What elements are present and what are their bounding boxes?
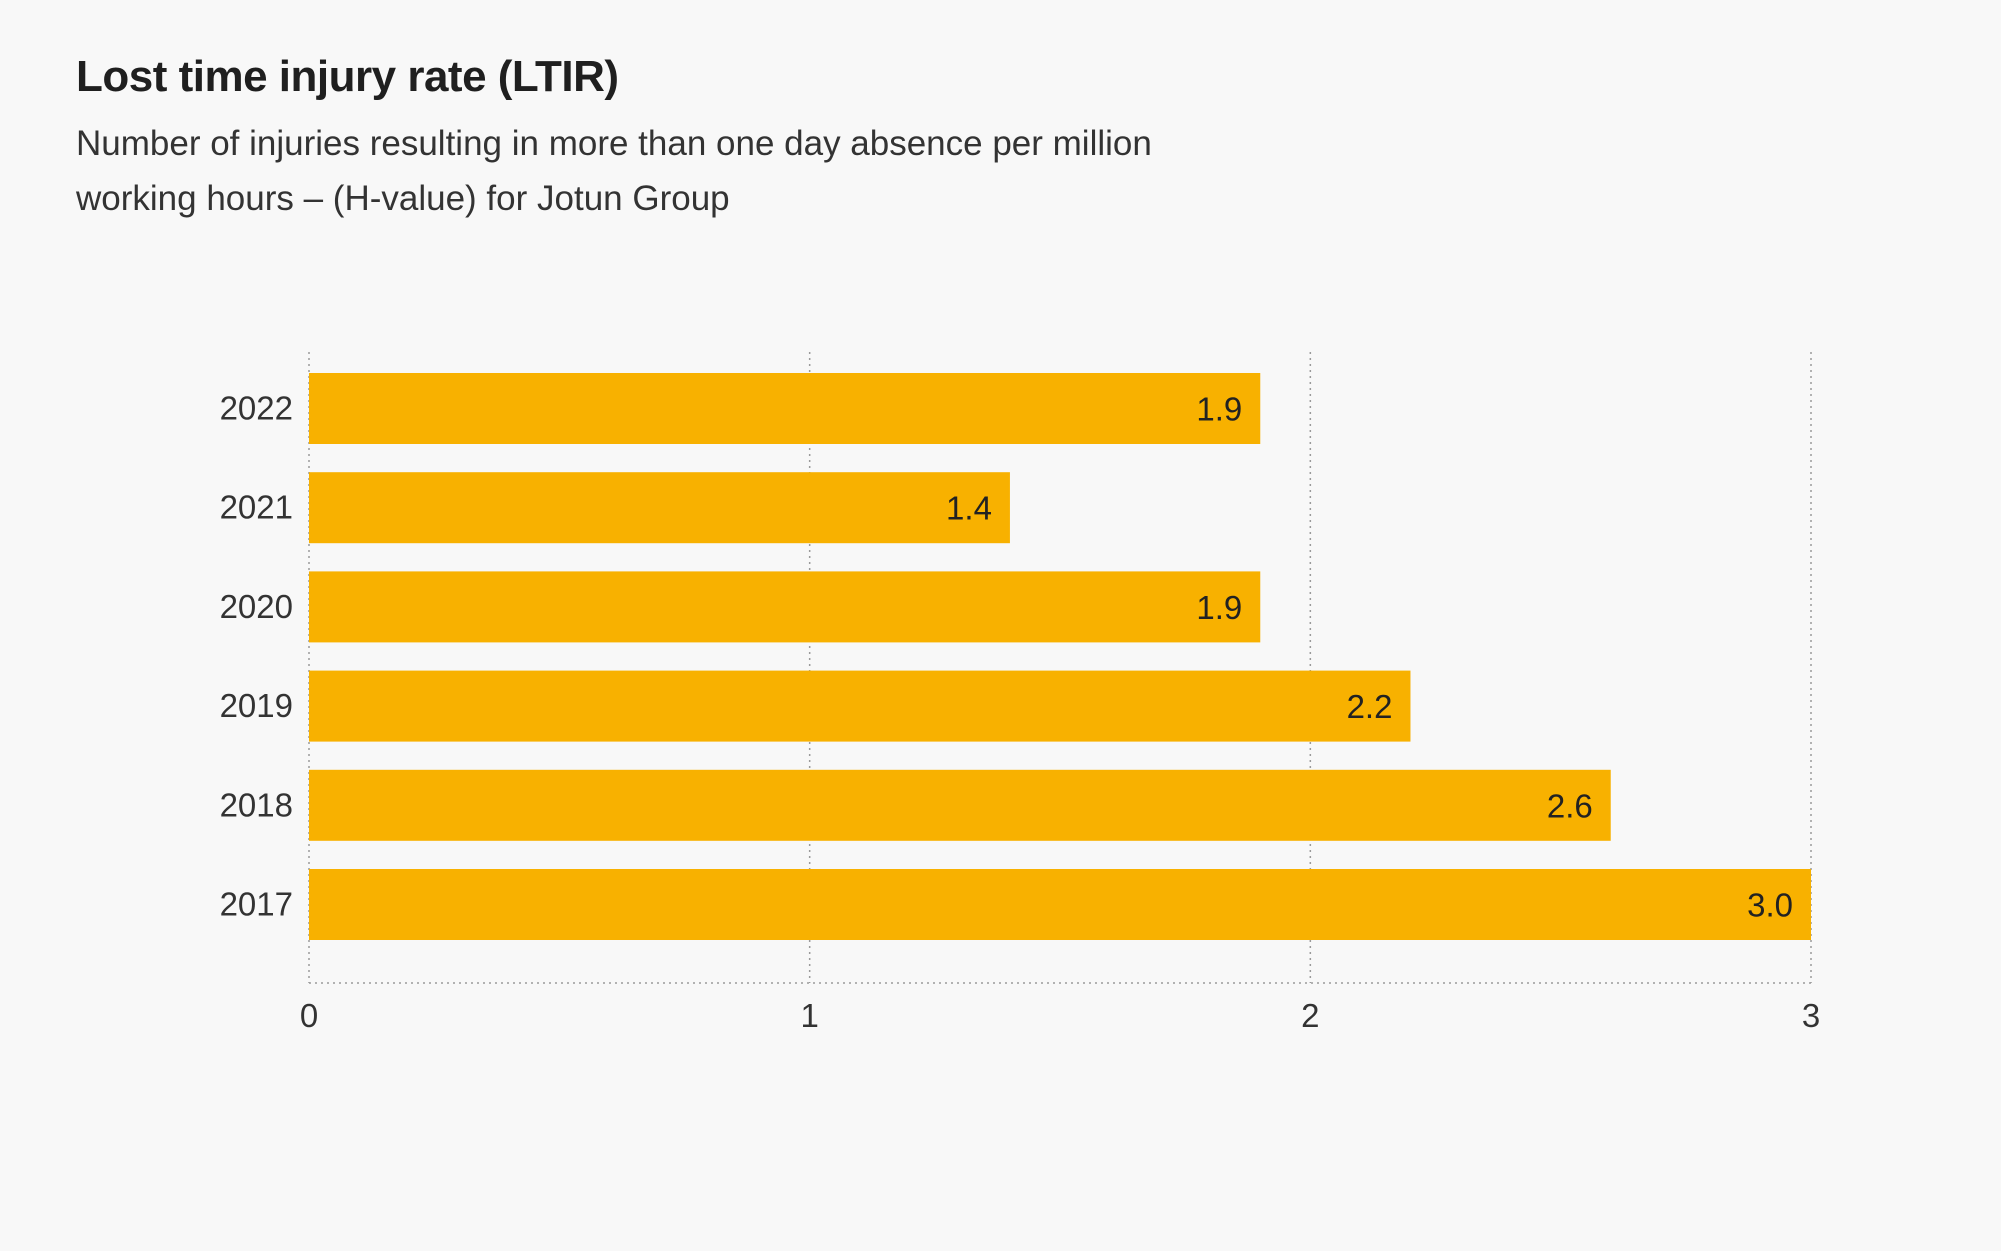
data-label: 2.6: [1547, 787, 1593, 824]
chart-subtitle: Number of injuries resulting in more tha…: [76, 124, 1152, 218]
bar-2018: [309, 769, 1611, 841]
bars: [309, 373, 1811, 940]
category-label: 2018: [220, 786, 293, 823]
data-label: 2.2: [1347, 688, 1393, 725]
x-tick-label: 0: [300, 997, 318, 1034]
x-tick-label: 3: [1802, 997, 1820, 1034]
bar-2021: [309, 472, 1010, 544]
chart-title: Lost time injury rate (LTIR): [76, 52, 619, 101]
x-tick-label: 1: [800, 997, 818, 1034]
data-label: 1.4: [946, 490, 992, 527]
category-label: 2017: [220, 886, 293, 923]
data-label: 1.9: [1196, 589, 1242, 626]
data-label: 3.0: [1747, 887, 1793, 924]
bar-2019: [309, 670, 1411, 742]
labels: 0 1 2 3 2022 1.9 2021 1.4 2020 1.9 2019 2.2 2018 2.6 2…: [220, 390, 1821, 1035]
x-tick-label: 2: [1301, 997, 1319, 1034]
bar-2017: [309, 869, 1811, 940]
category-label: 2020: [220, 588, 293, 625]
category-label: 2021: [220, 489, 293, 526]
gridlines: [308, 352, 1812, 984]
bar-2020: [309, 571, 1261, 643]
category-label: 2019: [220, 687, 293, 724]
data-label: 1.9: [1196, 391, 1242, 428]
bar-2022: [309, 373, 1261, 444]
category-label: 2022: [220, 390, 293, 427]
